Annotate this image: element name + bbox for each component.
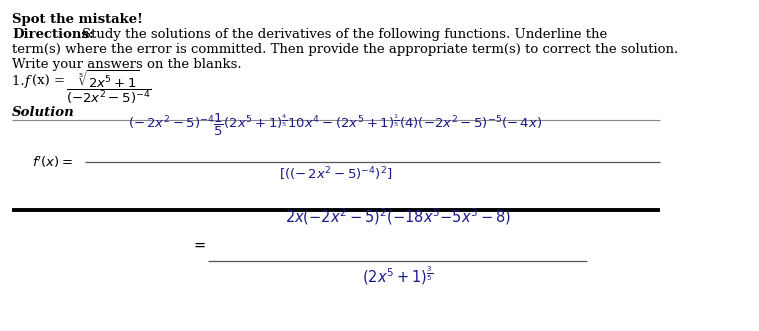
Text: Directions:: Directions:	[12, 28, 94, 41]
Text: $(2x^5 + 1)^{\frac{3}{5}}$: $(2x^5 + 1)^{\frac{3}{5}}$	[363, 264, 433, 287]
Text: $f'(x) =$: $f'(x) =$	[32, 154, 73, 170]
Text: Spot the mistake!: Spot the mistake!	[12, 13, 143, 26]
Text: $=$: $=$	[191, 237, 206, 252]
Text: $\dfrac{\sqrt[5]{2x^5+1}}{(-2x^2-5)^{-4}}$: $\dfrac{\sqrt[5]{2x^5+1}}{(-2x^2-5)^{-4}…	[66, 69, 151, 106]
Text: term(s) where the error is committed. Then provide the appropriate term(s) to co: term(s) where the error is committed. Th…	[12, 43, 679, 56]
Text: (x) =: (x) =	[32, 75, 70, 88]
Text: f: f	[25, 75, 30, 88]
Text: 1.: 1.	[12, 75, 29, 88]
Text: $2x(-2x^2 - 5)^2(-18x^5{-}5x^3 - 8)$: $2x(-2x^2 - 5)^2(-18x^5{-}5x^3 - 8)$	[285, 207, 511, 227]
Text: Write your answers on the blanks.: Write your answers on the blanks.	[12, 58, 241, 71]
Text: Solution: Solution	[12, 106, 74, 118]
Text: $[((-\,2x^2 - 5)^{-4})^2]$: $[((-\,2x^2 - 5)^{-4})^2]$	[279, 165, 392, 183]
Text: $(-\,2x^2 - 5)^{-4}\dfrac{1}{5}(2x^5 + 1)^{\frac{4}{5}}10x^4 - (2x^5 + 1)^{\frac: $(-\,2x^2 - 5)^{-4}\dfrac{1}{5}(2x^5 + 1…	[128, 112, 543, 138]
Text: Study the solutions of the derivatives of the following functions. Underline the: Study the solutions of the derivatives o…	[83, 28, 608, 41]
